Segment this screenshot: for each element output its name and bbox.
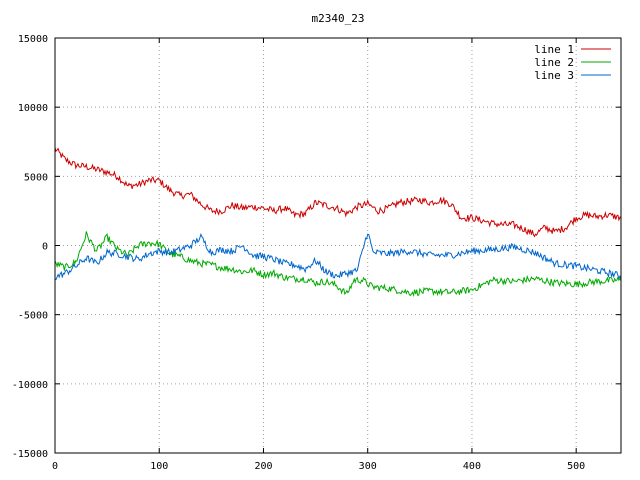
y-axis-ticks: -15000 -10000 -5000 0 5000 10000 15000 — [12, 34, 621, 460]
y-tick-label: -15000 — [12, 449, 48, 460]
grid — [55, 38, 621, 453]
y-tick-label: 5000 — [24, 172, 48, 183]
series-group — [54, 147, 622, 298]
chart-title: m2340_23 — [312, 12, 365, 25]
x-tick-label: 500 — [567, 461, 585, 472]
legend-label: line 2 — [534, 56, 574, 69]
y-tick-label: -10000 — [12, 380, 48, 391]
x-tick-label: 100 — [150, 461, 168, 472]
x-tick-label: 0 — [52, 461, 58, 472]
x-axis-ticks: 0 100 200 300 400 500 — [52, 38, 585, 472]
y-tick-label: -5000 — [18, 311, 48, 322]
x-tick-label: 400 — [463, 461, 481, 472]
series-line-1 — [54, 147, 622, 238]
series-line-2 — [54, 231, 622, 298]
y-tick-label: 0 — [42, 242, 48, 253]
y-tick-label: 10000 — [18, 103, 48, 114]
legend-label: line 1 — [534, 43, 574, 56]
x-tick-label: 300 — [359, 461, 377, 472]
x-tick-label: 200 — [254, 461, 272, 472]
series-line-3 — [54, 232, 622, 281]
y-tick-label: 15000 — [18, 34, 48, 45]
legend-label: line 3 — [534, 69, 574, 82]
